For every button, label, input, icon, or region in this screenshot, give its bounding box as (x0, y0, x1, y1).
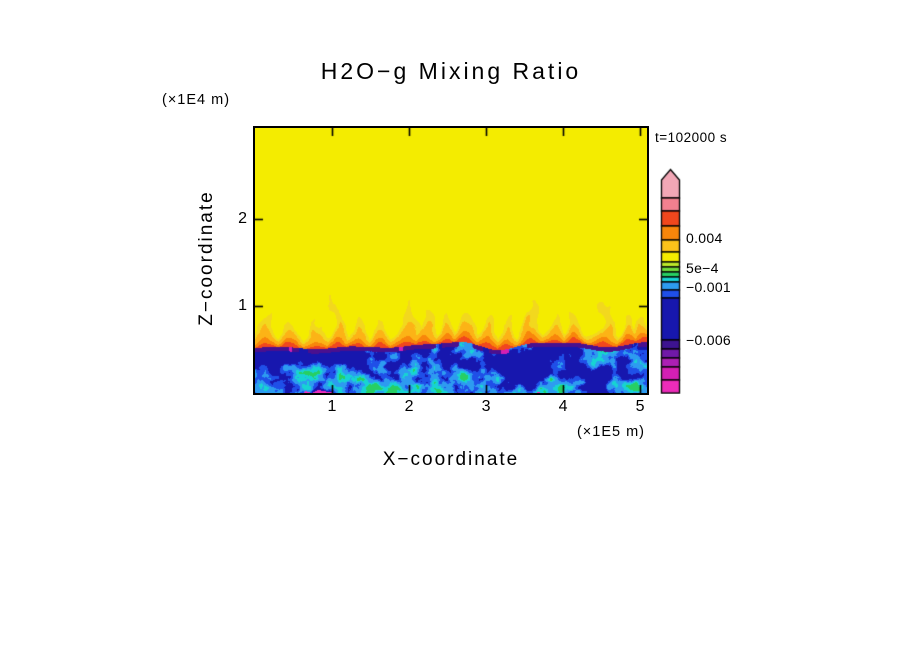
y-axis-units-label: (×1E4 m) (162, 92, 231, 108)
x-tick-label: 4 (558, 398, 568, 415)
heatmap-canvas (255, 128, 647, 393)
plot-frame (253, 126, 649, 395)
y-tick-label: 1 (238, 297, 247, 315)
x-tick-label: 3 (481, 398, 491, 415)
y-axis-title: Z−coordinate (196, 190, 217, 326)
x-tick-label: 1 (327, 398, 337, 415)
x-axis-units-label: (×1E5 m) (576, 424, 646, 440)
x-axis-title: X−coordinate (382, 449, 520, 470)
y-tick-label: 2 (238, 210, 247, 228)
colorbar-tick-label: −0.006 (686, 331, 732, 348)
colorbar-tick-label: −0.001 (686, 278, 732, 295)
time-annotation: t=102000 s (655, 130, 728, 145)
colorbar-tick-label: 5e−4 (686, 260, 719, 276)
x-tick-label: 2 (404, 398, 414, 415)
colorbar (660, 168, 681, 394)
x-tick-label: 5 (635, 398, 645, 415)
chart-title: H2O−g Mixing Ratio (320, 58, 582, 84)
colorbar-tick-label: 0.004 (686, 229, 723, 246)
